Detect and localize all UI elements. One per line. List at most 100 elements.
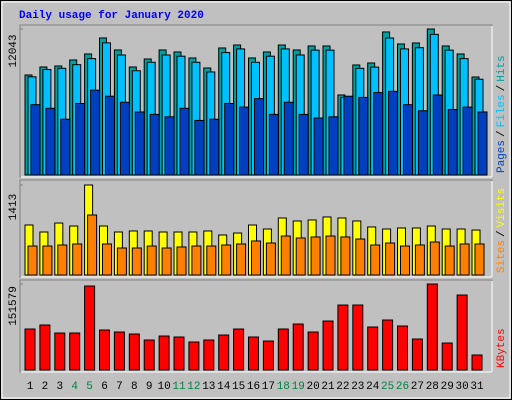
bar	[173, 336, 185, 371]
bar	[411, 338, 423, 371]
legend-entry: Hits	[496, 55, 508, 81]
bar	[447, 109, 458, 176]
bar	[265, 242, 276, 276]
bar	[325, 235, 336, 276]
bar	[403, 104, 413, 176]
x-tick-label: 17	[262, 381, 275, 393]
bar	[322, 320, 334, 371]
bar	[128, 333, 140, 371]
legend-entry: Files	[496, 94, 508, 127]
x-tick-label: 30	[455, 381, 468, 393]
bar	[400, 245, 410, 276]
bar	[477, 111, 488, 176]
bar	[254, 98, 264, 176]
bar	[432, 94, 443, 176]
bar	[60, 118, 71, 176]
bar	[116, 247, 127, 276]
bar	[358, 96, 369, 176]
bar	[397, 325, 408, 371]
chart-title: Daily usage for January 2020	[19, 10, 204, 22]
bar	[221, 244, 232, 276]
bar	[355, 238, 366, 276]
bar	[459, 243, 470, 276]
bar	[218, 334, 230, 371]
bar	[87, 214, 98, 276]
bar	[277, 328, 289, 371]
x-tick-label: 20	[306, 381, 319, 393]
legend-entry: Pages	[496, 140, 508, 173]
bar	[69, 332, 81, 371]
x-tick-label: 26	[396, 381, 409, 393]
bar	[164, 116, 175, 176]
bar	[239, 106, 250, 176]
x-tick-label: 7	[116, 381, 123, 393]
bar	[119, 101, 130, 176]
x-tick-label: 21	[321, 381, 335, 393]
bar	[143, 339, 155, 371]
x-tick-label: 6	[101, 381, 108, 393]
bar	[471, 354, 483, 371]
bar	[24, 328, 36, 371]
x-tick-label: 14	[217, 381, 231, 393]
x-tick-label: 15	[232, 381, 245, 393]
bar	[146, 245, 157, 276]
legend-separator: /	[496, 85, 508, 92]
bar	[39, 324, 51, 371]
bar	[102, 243, 112, 276]
bar	[224, 102, 235, 176]
bar	[307, 331, 319, 371]
bar	[105, 95, 115, 176]
bar	[134, 111, 145, 176]
bar	[30, 104, 41, 176]
bar	[209, 118, 220, 176]
bar	[176, 246, 187, 276]
bar	[54, 332, 66, 371]
bar	[426, 283, 438, 371]
bar	[268, 113, 279, 176]
x-tick-label: 11	[172, 381, 186, 393]
bar	[388, 90, 399, 176]
bar	[313, 117, 324, 176]
x-tick-label: 22	[336, 381, 349, 393]
x-tick-label: 5	[86, 381, 93, 393]
bar	[203, 339, 215, 371]
x-tick-label: 16	[247, 381, 260, 393]
y-tick-label: 151579	[8, 286, 20, 326]
x-tick-label: 2	[42, 381, 49, 393]
x-tick-label: 3	[56, 381, 63, 393]
bar	[149, 113, 160, 176]
bar	[262, 340, 274, 371]
bar	[340, 236, 351, 276]
bar	[441, 342, 453, 371]
bar	[113, 331, 125, 371]
bar	[417, 110, 428, 176]
bar	[370, 244, 381, 276]
bar	[280, 235, 291, 276]
x-tick-label: 29	[441, 381, 454, 393]
bar	[352, 304, 364, 371]
bar	[373, 92, 384, 176]
x-tick-label: 27	[411, 381, 424, 393]
x-tick-label: 25	[381, 381, 394, 393]
x-tick-label: 1	[27, 381, 34, 393]
x-tick-label: 23	[351, 381, 364, 393]
bar	[158, 335, 170, 371]
bar	[456, 294, 468, 371]
bar	[99, 329, 110, 371]
bar	[248, 336, 259, 371]
y-tick-label: 12043	[8, 34, 20, 67]
x-tick-label: 31	[470, 381, 484, 393]
bar	[75, 102, 86, 176]
x-tick-label: 19	[292, 381, 305, 393]
bar	[191, 245, 202, 276]
bar	[131, 247, 142, 276]
bar	[385, 242, 396, 276]
x-tick-label: 4	[71, 381, 78, 393]
bar	[429, 241, 440, 276]
bar	[251, 240, 261, 276]
bar	[236, 243, 247, 276]
bar	[84, 285, 96, 371]
bar	[161, 247, 172, 276]
